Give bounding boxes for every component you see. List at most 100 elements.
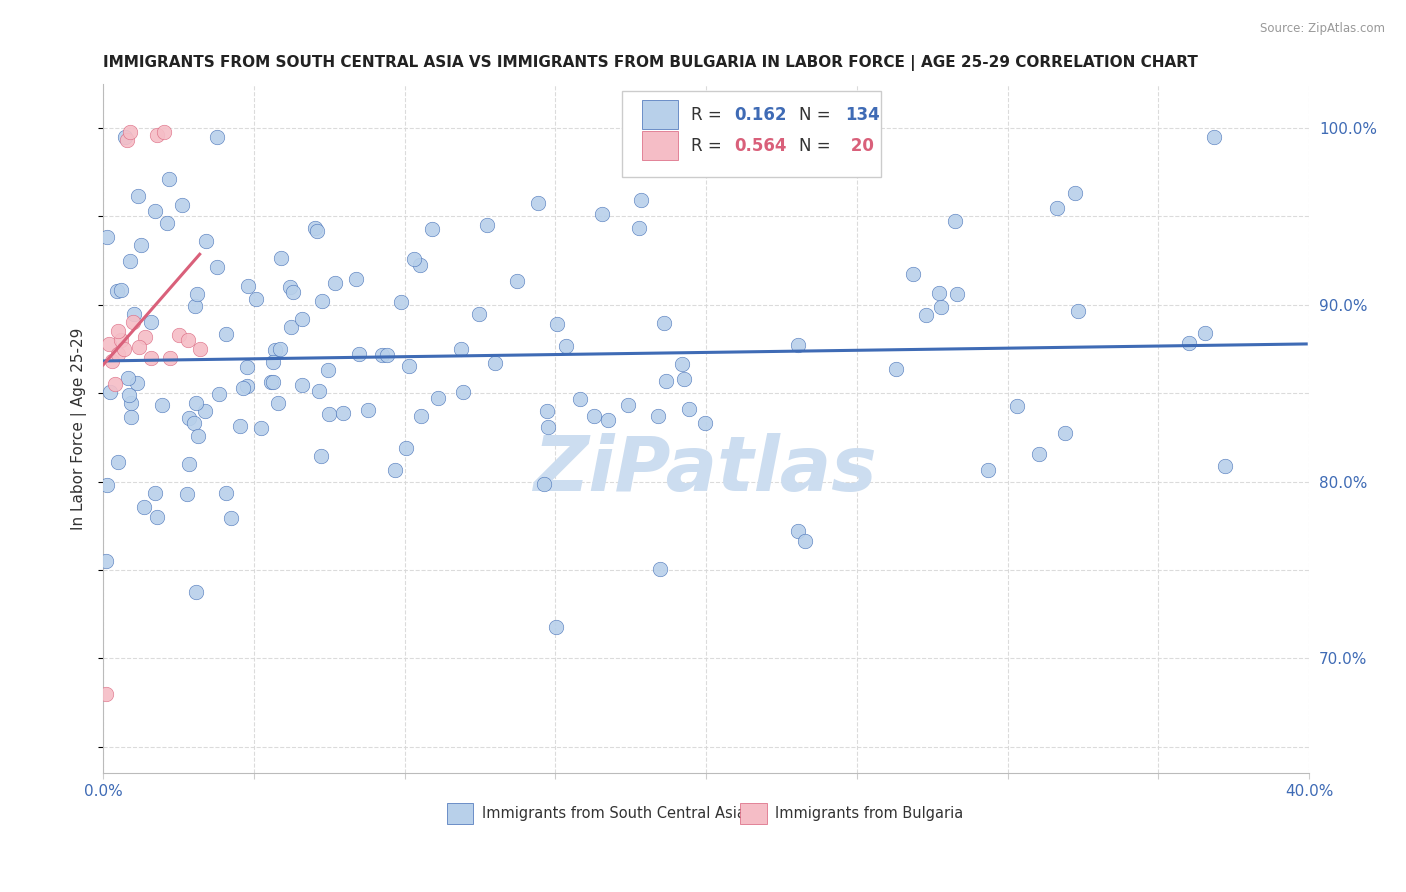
Point — [398, 359, 420, 373]
Point — [250, 420, 273, 434]
Point — [128, 340, 150, 354]
Point — [1046, 202, 1069, 216]
Point — [131, 238, 153, 252]
Point — [263, 343, 285, 357]
Text: Immigrants from South Central Asia: Immigrants from South Central Asia — [482, 805, 745, 821]
Point — [152, 124, 174, 138]
Point — [184, 396, 207, 410]
Point — [1005, 400, 1028, 414]
Point — [468, 307, 491, 321]
Point — [346, 271, 368, 285]
Point — [787, 338, 810, 352]
Point — [122, 307, 145, 321]
Point — [693, 416, 716, 430]
Point — [232, 381, 254, 395]
Point — [120, 396, 142, 410]
FancyBboxPatch shape — [643, 131, 679, 161]
Text: R =: R = — [690, 106, 727, 124]
Point — [205, 260, 228, 274]
Point — [384, 463, 406, 477]
Point — [145, 510, 167, 524]
Point — [120, 124, 142, 138]
Point — [596, 413, 619, 427]
Point — [304, 220, 326, 235]
Point — [650, 562, 672, 576]
Point — [98, 336, 121, 351]
Point — [187, 429, 209, 443]
Point — [159, 351, 181, 365]
Point — [506, 274, 529, 288]
Point — [389, 295, 412, 310]
Point — [886, 362, 908, 376]
Point — [150, 398, 173, 412]
Point — [1063, 186, 1085, 201]
Point — [546, 318, 568, 332]
FancyBboxPatch shape — [447, 803, 474, 823]
Point — [176, 487, 198, 501]
Point — [107, 347, 129, 361]
Point — [141, 351, 163, 365]
Point — [291, 311, 314, 326]
Point — [786, 524, 808, 539]
Point — [132, 500, 155, 514]
Point — [215, 326, 238, 341]
Point — [112, 342, 135, 356]
Point — [536, 404, 558, 418]
Point — [117, 371, 139, 385]
Point — [583, 409, 606, 423]
Point — [533, 477, 555, 491]
Point — [652, 316, 675, 330]
Text: 20: 20 — [845, 136, 873, 155]
Point — [167, 327, 190, 342]
Point — [1213, 459, 1236, 474]
Point — [451, 385, 474, 400]
Point — [1177, 335, 1199, 350]
Point — [269, 343, 291, 357]
Text: 0.162: 0.162 — [734, 106, 786, 124]
Point — [117, 133, 139, 147]
Point — [409, 409, 432, 423]
Point — [194, 404, 217, 418]
Point — [110, 333, 132, 347]
Point — [929, 300, 952, 314]
Point — [357, 403, 380, 417]
Point — [262, 375, 284, 389]
Point — [537, 420, 560, 434]
Point — [260, 375, 283, 389]
Point — [184, 299, 207, 313]
Point — [568, 392, 591, 406]
Point — [96, 687, 118, 701]
Point — [308, 384, 330, 398]
Point — [245, 292, 267, 306]
Point — [1053, 425, 1076, 440]
Point — [278, 279, 301, 293]
Point — [484, 356, 506, 370]
Point — [143, 485, 166, 500]
Point — [236, 360, 259, 375]
Point — [120, 410, 142, 425]
Point — [1028, 447, 1050, 461]
Point — [349, 347, 371, 361]
Point — [270, 251, 292, 265]
Point — [332, 406, 354, 420]
Point — [915, 309, 938, 323]
Point — [170, 197, 193, 211]
Point — [305, 224, 328, 238]
Point — [426, 391, 449, 405]
Text: IMMIGRANTS FROM SOUTH CENTRAL ASIA VS IMMIGRANTS FROM BULGARIA IN LABOR FORCE | : IMMIGRANTS FROM SOUTH CENTRAL ASIA VS IM… — [103, 55, 1198, 71]
Point — [945, 214, 967, 228]
Point — [114, 129, 136, 144]
Text: N =: N = — [799, 106, 837, 124]
Point — [183, 416, 205, 430]
Point — [143, 203, 166, 218]
Point — [236, 278, 259, 293]
Point — [96, 229, 118, 244]
Point — [110, 283, 132, 297]
Point — [402, 252, 425, 266]
Point — [176, 333, 198, 347]
Text: Immigrants from Bulgaria: Immigrants from Bulgaria — [775, 805, 963, 821]
Point — [977, 463, 1000, 477]
Point — [188, 342, 211, 356]
Point — [281, 285, 304, 299]
Point — [616, 398, 638, 412]
